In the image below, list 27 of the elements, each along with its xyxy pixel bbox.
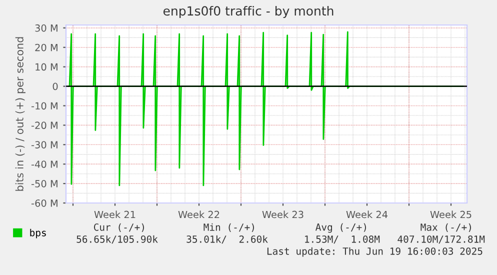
text: Cur (-/+) (94, 223, 144, 232)
text: Max (-/+) (420, 223, 471, 232)
text: Min (-/+) (204, 223, 254, 232)
text: 407.10M/172.81M (398, 235, 485, 244)
y-tick-label: 30 M (35, 24, 58, 32)
y-tick-label: -20 M (31, 122, 58, 130)
y-tick-label: -10 M (31, 102, 58, 110)
legend-label: bps (30, 228, 46, 238)
y-axis-title: bits in (-) / out (+) per second (15, 37, 26, 191)
x-tick-label: Week 21 (94, 210, 136, 218)
y-tick-label: -60 M (31, 199, 58, 207)
y-tick-label: -50 M (31, 180, 58, 188)
x-tick-label: Week 24 (346, 210, 388, 218)
y-tick-label: 0 (52, 82, 58, 90)
text: Avg (-/+) (316, 223, 366, 233)
y-tick-label: -40 M (31, 160, 58, 168)
x-tick-label: Week 25 (430, 210, 472, 218)
chart-title: enp1s0f0 traffic - by month (163, 6, 334, 18)
text: 35.01k/ 2.60k (186, 235, 268, 244)
text: 56.65k/105.90k (76, 235, 158, 244)
text: Last update: Thu Jun 19 16:00:03 2025 (267, 247, 482, 257)
x-tick-label: Week 23 (262, 210, 304, 218)
text: 1.53M/ 1.08M (305, 235, 380, 244)
y-tick-label: 10 M (36, 63, 58, 71)
x-tick-label: Week 22 (178, 210, 220, 218)
y-tick-label: -30 M (31, 141, 58, 148)
y-tick-label: 20 M (35, 44, 58, 52)
